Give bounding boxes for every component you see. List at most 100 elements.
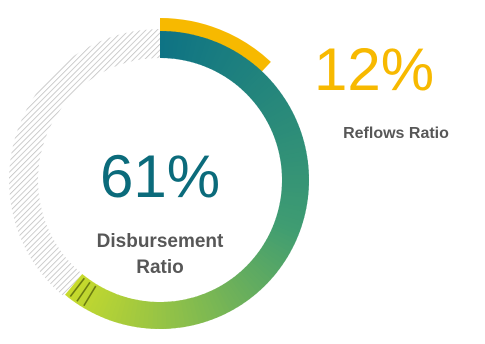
disbursement-segment-slice: [65, 274, 86, 298]
disbursement-segment-slice: [275, 132, 304, 146]
disbursement-segment-slice: [194, 295, 209, 323]
disbursement-segment-slice: [198, 38, 213, 66]
disbursement-segment-slice: [241, 266, 265, 291]
disbursement-segment-slice: [255, 252, 281, 274]
disbursement-segment-slice: [205, 41, 222, 69]
disbursement-segment-slice: [269, 114, 297, 132]
disbursement-segment-slice: [160, 301, 167, 329]
disbursement-segment-slice: [179, 299, 191, 328]
disbursement-segment-slice: [187, 34, 200, 63]
disbursement-segment-slice: [279, 150, 308, 162]
disbursement-segment-slice: [280, 155, 308, 166]
disbursement-segment-slice: [238, 269, 262, 294]
disbursement-segment-slice: [187, 297, 200, 326]
disbursement-segment-slice: [226, 54, 247, 81]
disbursement-segment-slice: [83, 284, 102, 311]
disbursement-segment-slice: [247, 261, 272, 284]
segment-stripe: [83, 285, 97, 307]
disbursement-segment-slice: [274, 127, 302, 143]
segment-stripe: [76, 281, 91, 302]
disbursement-segment-slice: [201, 40, 218, 68]
disbursement-segment-slice: [238, 66, 262, 91]
disbursement-segment-slice: [278, 146, 307, 158]
disbursement-segment-slice: [250, 79, 275, 102]
disbursement-segment-slice: [276, 136, 305, 150]
remainder-segment: [8, 29, 160, 297]
disbursement-segment-slice: [229, 57, 251, 83]
disbursement-segment-slice: [269, 228, 297, 246]
disbursement-segment-slice: [108, 294, 124, 322]
disbursement-segment-slice: [202, 292, 218, 320]
disbursement-segment-slice: [271, 224, 299, 241]
disbursement-segment-slice: [235, 272, 258, 297]
reflows-label: Reflows Ratio: [343, 125, 449, 142]
disbursement-segment-slice: [229, 277, 251, 303]
disbursement-segment-slice: [267, 232, 295, 250]
disbursement-segment-slice: [198, 294, 213, 322]
disbursement-segment-slice: [212, 45, 231, 73]
disbursement-segment-slice: [264, 102, 291, 121]
disbursement-segment-slice: [219, 50, 239, 77]
disbursement-segment-slice: [87, 286, 106, 314]
reflows-percent: 12%: [314, 36, 434, 103]
disbursement-segment-slice: [209, 289, 226, 317]
disbursement-segment-slice: [272, 221, 301, 237]
disbursement-segment-slice: [113, 295, 127, 324]
disbursement-segment-slice: [235, 63, 258, 88]
disbursement-segment-slice: [252, 255, 278, 277]
disbursement-segment-slice: [247, 76, 272, 99]
disbursement-segment-slice: [91, 288, 109, 316]
disbursement-segment-slice: [277, 141, 306, 154]
disbursement-segment-slice: [190, 35, 204, 64]
disbursement-segment-slice: [104, 293, 120, 321]
segment-stripe: [69, 277, 85, 297]
disbursement-segment-slice: [183, 298, 195, 327]
disbursement-segment-slice: [209, 43, 226, 71]
disbursement-segment-slice: [175, 300, 186, 328]
disbursement-segment-slice: [212, 287, 231, 315]
disbursement-segment-slice: [259, 94, 286, 115]
disbursement-segment-slice: [232, 60, 254, 86]
disbursement-segment-slice: [226, 279, 247, 305]
disbursement-segment-slice: [223, 52, 243, 79]
disbursement-segment-slice: [262, 242, 289, 262]
disbursement-segment-slice: [71, 278, 92, 304]
disbursement-segment-slice: [244, 72, 268, 96]
disbursement-segment-slice: [216, 47, 235, 75]
disbursement-segment-slice: [219, 283, 239, 310]
disbursement-segment-slice: [257, 90, 283, 111]
disbursement-segment-slice: [216, 285, 235, 313]
disbursement-segment-slice: [223, 281, 243, 308]
disbursement-segment-slice: [250, 258, 275, 281]
disbursement-segment-slice: [205, 291, 222, 319]
disbursement-segment-slice: [100, 291, 116, 319]
disbursement-segment-slice: [277, 206, 306, 219]
disbursement-label-line1: Disbursement: [97, 231, 224, 252]
disbursement-segment-slice: [75, 280, 95, 306]
disbursement-segment-slice: [281, 174, 309, 181]
disbursement-segment-slice: [117, 297, 131, 325]
disbursement-percent: 61%: [100, 143, 220, 210]
disbursement-segment-slice: [259, 245, 286, 266]
disbursement-segment-slice: [232, 274, 254, 300]
disbursement-segment-slice: [257, 248, 283, 270]
disbursement-segment-slice: [267, 110, 295, 128]
disbursement-segment-slice: [190, 296, 204, 325]
disbursement-segment-slice: [266, 106, 293, 125]
disbursement-segment-slice: [274, 217, 302, 232]
disbursement-segment-slice: [262, 98, 288, 118]
disbursement-segment-slice: [275, 213, 304, 228]
disbursement-segment-slice: [272, 123, 301, 139]
disbursement-segment-slice: [276, 210, 305, 223]
disbursement-segment-slice: [264, 239, 291, 258]
disbursement-segment-slice: [255, 86, 281, 108]
disbursement-segment-slice: [241, 69, 265, 94]
disbursement-segment-slice: [266, 235, 293, 254]
disbursement-segment-slice: [252, 83, 278, 105]
donut-ring: [8, 18, 309, 329]
disbursement-segment-slice: [194, 37, 209, 65]
disbursement-segment-slice: [244, 264, 268, 288]
disbursement-segment-slice: [271, 119, 299, 135]
disbursement-segment-slice: [95, 290, 113, 318]
